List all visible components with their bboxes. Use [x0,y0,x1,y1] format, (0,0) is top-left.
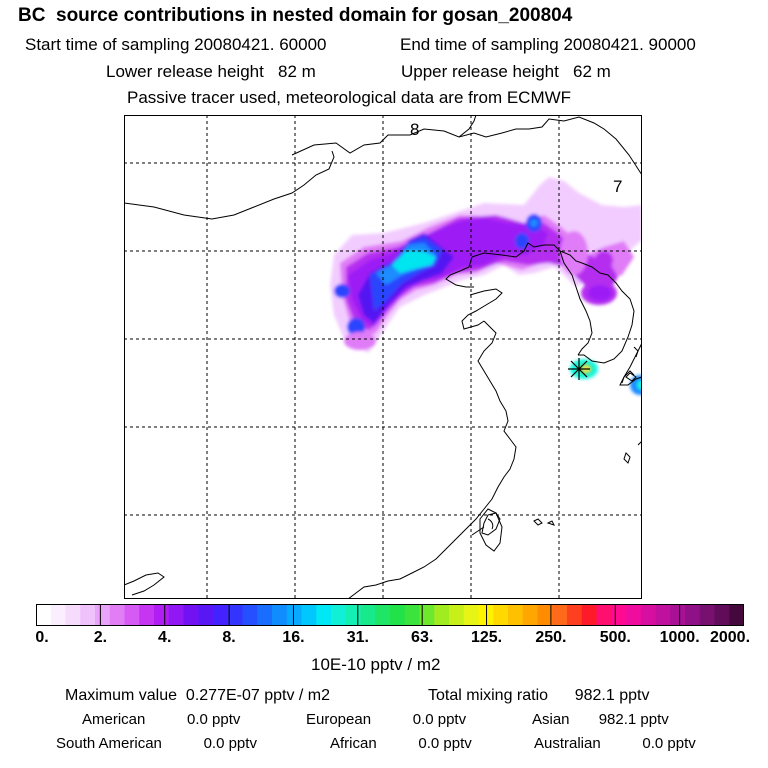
colorbar-cell [331,604,347,626]
australian-contribution: Australian 0.0 pptv [534,735,696,752]
colorbar-cell [522,604,539,626]
colorbar-cell [124,604,140,626]
plume-purple-area [348,218,548,327]
colorbar-cell [183,604,199,626]
japan-hotspot-inner [637,380,642,390]
plume-blob-royal-3 [334,284,350,298]
colorbar-cell [434,604,450,626]
colorbar-cell [640,604,657,626]
colorbar-cell [404,604,421,626]
colorbar-tick-label: 2. [93,629,108,646]
colorbar-cell [316,604,332,626]
colorbar-cell [685,604,701,626]
plume-blob-azure-1 [530,219,538,227]
colorbar-cell [537,604,553,626]
colorbar-cell [95,604,111,626]
taiwan-outline [479,508,503,552]
plume-cyan-area [392,251,436,273]
lat-lon-grid [124,115,642,599]
colorbar-cell [508,604,524,626]
colorbar-cell [463,604,480,626]
zone-label-8: 8 [410,120,419,139]
map-frame [124,115,642,599]
colorbar-tick-label: 1000. [659,629,700,646]
colorbar-tick-label: 63. [411,629,434,646]
lower-release-height-label: Lower release height 82 m [106,62,316,81]
south-american-contribution: South American 0.0 pptv [56,735,257,752]
colorbar-tick-label: 2000. [709,629,751,646]
european-contribution: European 0.0 pptv [306,711,467,728]
coastlines [124,115,642,599]
colorbar-cell [257,604,273,626]
colorbar-cell [375,604,391,626]
island-outline [546,520,555,526]
colorbar-cell [670,604,686,626]
colorbar-cell [50,604,67,626]
colorbar-cell [242,604,258,626]
plot-title: BC source contributions in nested domain… [18,5,573,26]
colorbar-cell [36,604,52,626]
colorbar-cell [168,604,185,626]
total-mixing-ratio-label: Total mixing ratio 982.1 pptv [428,687,650,704]
plume-blob-royal-2 [515,233,529,249]
colorbar-cell [449,604,465,626]
colorbar-cell [286,604,303,626]
plume-blob-royal-4 [347,318,365,336]
colorbar-frame [36,604,744,626]
colorbar-cell [301,604,317,626]
colorbar-cell [213,604,229,626]
colorbar-cell [493,604,509,626]
colorbar-tick-label: 0. [35,629,49,646]
colorbar-cell [552,604,568,626]
colorbar-cell [419,604,435,626]
colorbar-tick-label: 4. [158,629,172,646]
colorbar-cell [272,604,288,626]
colorbar-cell [227,604,244,626]
colorbar [36,604,744,626]
colorbar-cell [655,604,671,626]
colorbar-cell [80,604,96,626]
island-outline [533,518,543,526]
colorbar-tick-label: 125. [470,629,503,646]
american-contribution: American 0.0 pptv [82,711,241,728]
colorbar-cell [198,604,214,626]
colorbar-units-label: 10E-10 pptv / m2 [311,655,441,674]
colorbar-cell [611,604,627,626]
end-time-label: End time of sampling 20080421. 90000 [400,35,696,54]
tracer-info-label: Passive tracer used, meteorological data… [127,88,572,107]
colorbar-cell [345,604,362,626]
colorbar-cell [65,604,81,626]
colorbar-tick-label: 500. [599,629,631,646]
colorbar-tick-label: 31. [346,629,369,646]
colorbar-cell [109,604,126,626]
colorbar-cell [360,604,376,626]
plume-blob-purple-1 [588,285,612,301]
colorbar-tick-label: 16. [282,629,305,646]
colorbar-tick-label: 8. [222,629,236,646]
colorbar-tick-label: 250. [535,629,567,646]
colorbar-cell [596,604,612,626]
plume-blob-violet-2 [595,251,613,269]
maximum-value-label: Maximum value 0.277E-07 pptv / m2 [65,687,331,704]
zone-label-7: 7 [613,177,622,196]
start-time-label: Start time of sampling 20080421. 60000 [25,35,327,54]
upper-release-height-label: Upper release height 62 m [401,62,611,81]
plume-blob-light-2 [344,332,376,350]
asian-contribution: Asian 982.1 pptv [532,711,669,728]
receptor-star-icon [568,358,590,380]
colorbar-cell [139,604,155,626]
colorbar-cell [626,604,642,626]
colorbar-cell [581,604,598,626]
colorbar-cell [714,604,730,626]
colorbar-cell [729,604,744,626]
colorbar-cell [567,604,583,626]
african-contribution: African 0.0 pptv [330,735,472,752]
plume-field [330,177,642,395]
colorbar-cell [699,604,716,626]
plume-blob-light-1 [560,231,588,275]
colorbar-cell [154,604,170,626]
source-contribution-map: 8 7 [124,115,642,599]
colorbar-cell [390,604,406,626]
